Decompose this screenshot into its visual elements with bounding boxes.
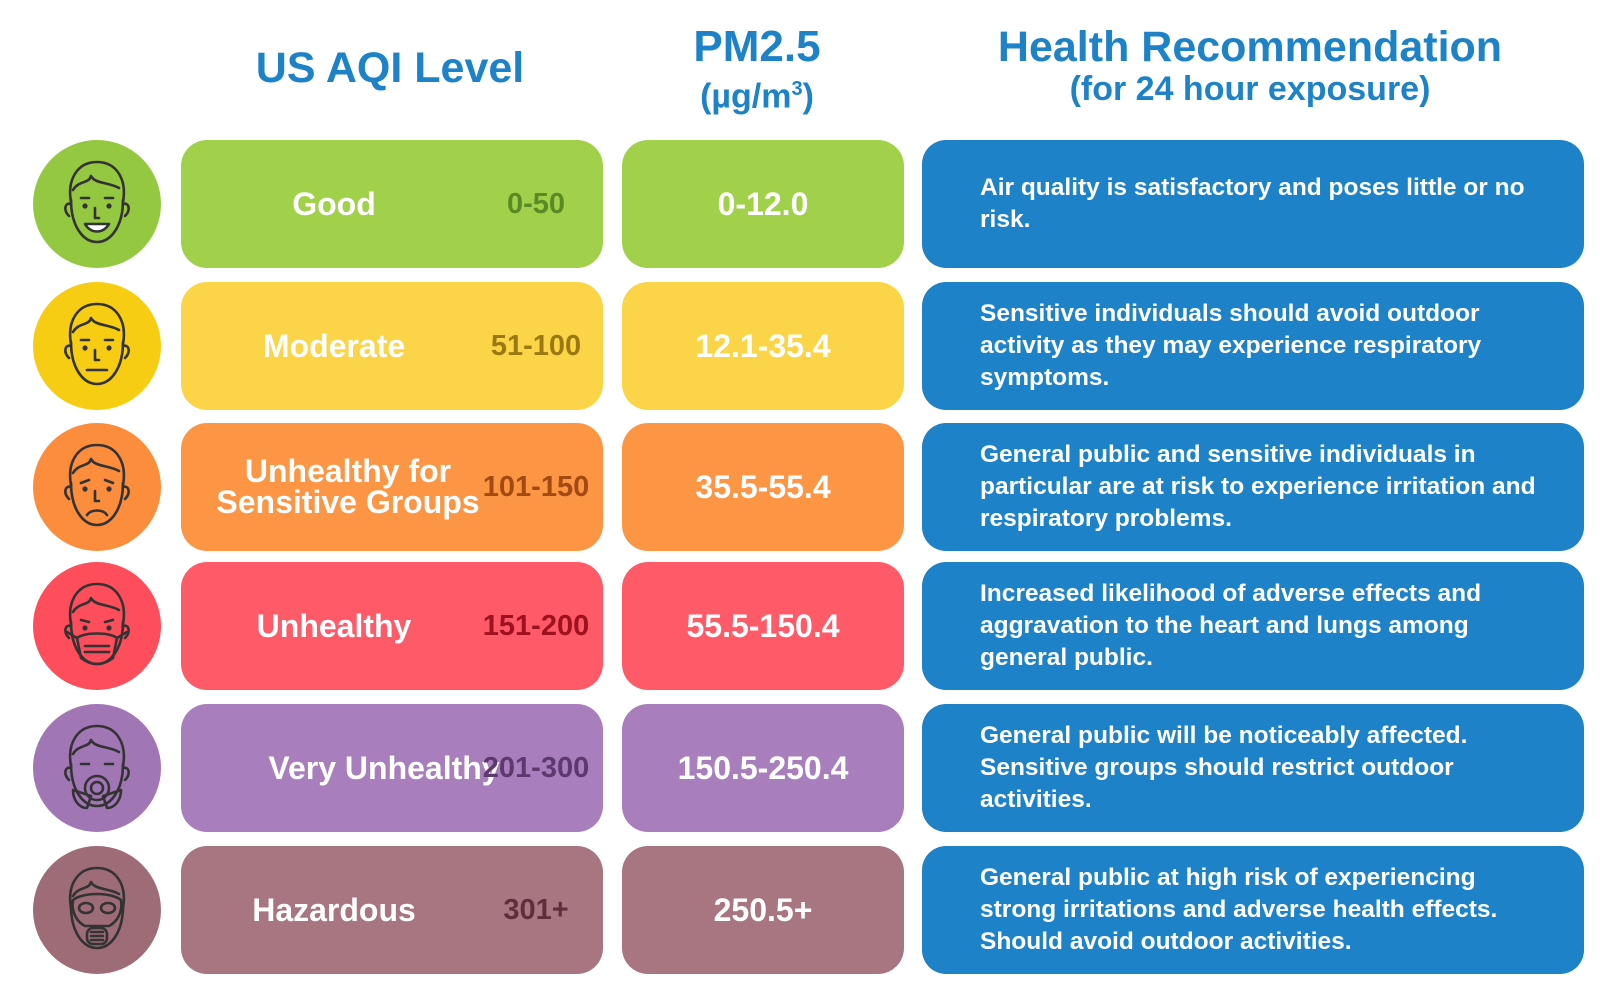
health-recommendation: Increased likelihood of adverse effects …: [922, 562, 1584, 690]
level-range: 151-200: [482, 609, 590, 642]
pm25-header: PM2.5 (µg/m3): [612, 22, 902, 116]
health-title: Health Recommendation: [997, 23, 1503, 71]
level-range: 301+: [503, 893, 569, 926]
pm25-unit: (µg/m3): [700, 77, 814, 116]
health-recommendation: General public will be noticeably affect…: [922, 704, 1584, 832]
neutral-face-icon: [64, 302, 130, 386]
aqi-row-good: Good 0-50 0-12.0 Air quality is satisfac…: [0, 140, 1600, 268]
level-range: 51-100: [490, 329, 582, 362]
gas-mask-icon: [68, 866, 126, 950]
aqi-row-very-unhealthy: Very Unhealthy 201-300 150.5-250.4 Gener…: [0, 704, 1600, 832]
respirator-mask-icon: [64, 724, 130, 810]
face-circle: [33, 282, 161, 410]
aqi-level-card: Very Unhealthy 201-300: [181, 704, 603, 832]
level-name: Good: [292, 185, 376, 222]
aqi-level-card: Hazardous 301+: [181, 846, 603, 974]
face-circle: [33, 846, 161, 974]
aqi-row-moderate: Moderate 51-100 12.1-35.4 Sensitive indi…: [0, 282, 1600, 410]
face-circle: [33, 562, 161, 690]
level-name: Unhealthy: [256, 607, 412, 644]
level-name: Hazardous: [252, 891, 416, 928]
level-name: Unhealthy for Sensitive Groups: [216, 453, 480, 520]
health-recommendation: General public and sensitive individuals…: [922, 423, 1584, 551]
health-recommendation-header: Health Recommendation (for 24 hour expos…: [930, 24, 1570, 108]
level-range: 0-50: [506, 187, 566, 220]
health-subtitle: (for 24 hour exposure): [1069, 70, 1431, 108]
aqi-level-header: US AQI Level: [255, 44, 525, 92]
aqi-level-card: Unhealthy for Sensitive Groups 101-150: [181, 423, 603, 551]
health-recommendation: General public at high risk of experienc…: [922, 846, 1584, 974]
pm25-range: 150.5-250.4: [622, 704, 904, 832]
frowning-face-icon: [64, 443, 130, 527]
face-circle: [33, 704, 161, 832]
aqi-row-hazardous: Hazardous 301+ 250.5+ General public at …: [0, 846, 1600, 974]
health-recommendation: Air quality is satisfactory and poses li…: [922, 140, 1584, 268]
face-mask-icon: [64, 582, 130, 666]
health-text: General public at high risk of experienc…: [980, 864, 1498, 955]
health-recommendation: Sensitive individuals should avoid outdo…: [922, 282, 1584, 410]
pm25-range: 55.5-150.4: [622, 562, 904, 690]
pm25-title: PM2.5: [693, 22, 821, 71]
aqi-level-card: Moderate 51-100: [181, 282, 603, 410]
health-text: General public will be noticeably affect…: [980, 722, 1468, 813]
pm25-range: 12.1-35.4: [622, 282, 904, 410]
pm25-range: 250.5+: [622, 846, 904, 974]
aqi-row-unhealthy-sensitive: Unhealthy for Sensitive Groups 101-150 3…: [0, 423, 1600, 551]
health-text: Increased likelihood of adverse effects …: [980, 580, 1482, 671]
health-text: General public and sensitive individuals…: [980, 441, 1536, 532]
pm25-range: 35.5-55.4: [622, 423, 904, 551]
face-circle: [33, 140, 161, 268]
health-text: Air quality is satisfactory and poses li…: [980, 174, 1525, 233]
pm25-range: 0-12.0: [622, 140, 904, 268]
aqi-level-card: Good 0-50: [181, 140, 603, 268]
aqi-row-unhealthy: Unhealthy 151-200 55.5-150.4 Increased l…: [0, 562, 1600, 690]
health-text: Sensitive individuals should avoid outdo…: [980, 300, 1482, 391]
level-name: Moderate: [262, 327, 406, 364]
face-circle: [33, 423, 161, 551]
level-name: Very Unhealthy: [268, 749, 500, 786]
level-range: 101-150: [482, 470, 590, 503]
aqi-level-card: Unhealthy 151-200: [181, 562, 603, 690]
level-range: 201-300: [482, 751, 590, 784]
smiling-face-icon: [64, 160, 130, 244]
